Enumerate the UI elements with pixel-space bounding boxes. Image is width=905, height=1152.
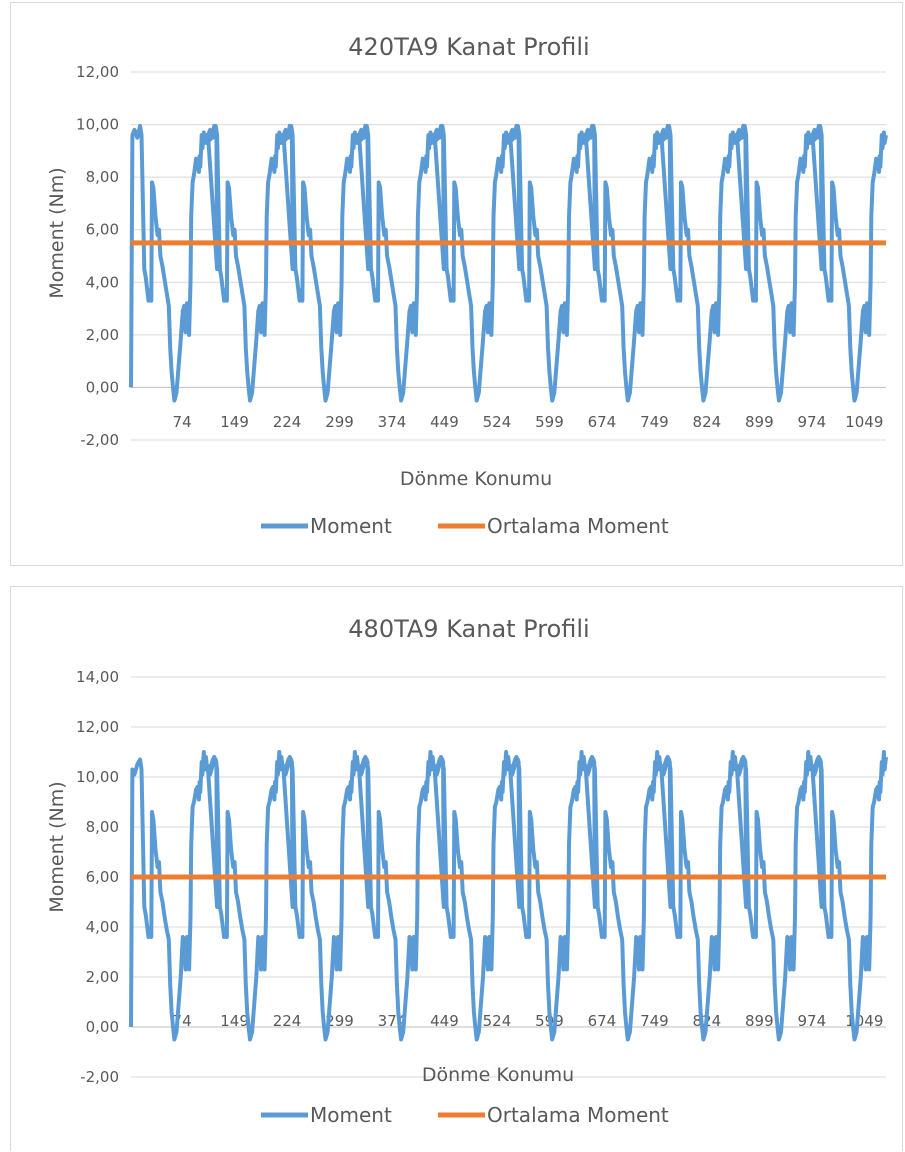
x-tick-label: 299 [325, 413, 354, 431]
x-tick-label: 974 [798, 1012, 827, 1030]
x-tick-label: 599 [535, 413, 564, 431]
y-tick-label: 8,00 [86, 818, 119, 836]
x-tick-label: 1049 [845, 413, 883, 431]
x-tick-label: 449 [430, 413, 459, 431]
y-tick-label: 6,00 [86, 868, 119, 886]
x-tick-label: 749 [640, 413, 669, 431]
chart-480ta9: 480TA9 Kanat Profili -2,00 0,00 2,00 4,00 6,… [10, 586, 903, 1151]
y-tick-label: 0,00 [86, 1018, 119, 1036]
y-tick-label: -2,00 [80, 1068, 119, 1086]
x-tick-label: 149 [220, 1012, 249, 1030]
x-tick-label: 674 [588, 413, 617, 431]
x-tick-label: 974 [798, 413, 827, 431]
y-tick-labels: -2,00 0,00 2,00 4,00 6,00 8,00 10,00 12,00 [76, 63, 119, 449]
chart-title: 420TA9 Kanat Profili [348, 33, 589, 61]
y-tick-label: 0,00 [86, 378, 119, 396]
legend-label-ortalama: Ortalama Moment [487, 1103, 669, 1127]
legend-label-ortalama: Ortalama Moment [487, 514, 669, 538]
y-tick-label: 12,00 [76, 718, 119, 736]
grid-lines [131, 71, 886, 441]
legend: Moment Ortalama Moment [261, 514, 669, 538]
x-tick-label: 899 [745, 1012, 774, 1030]
x-tick-label: 224 [273, 1012, 302, 1030]
x-axis-label: Dönme Konumu [422, 1064, 574, 1086]
legend-label-moment: Moment [310, 1103, 392, 1127]
chart-420ta9-svg: 420TA9 Kanat Profili -2,00 0,00 2,00 4,00 6,… [46, 33, 888, 538]
chart-480ta9-svg: 480TA9 Kanat Profili -2,00 0,00 2,00 4,00 6,… [46, 615, 888, 1127]
y-tick-label: 10,00 [76, 116, 119, 134]
x-tick-label: 899 [745, 413, 774, 431]
y-tick-label: 10,00 [76, 768, 119, 786]
y-axis-label: Moment (Nm) [46, 167, 68, 298]
x-tick-label: 524 [483, 1012, 512, 1030]
y-tick-label: 6,00 [86, 221, 119, 239]
y-tick-label: 12,00 [76, 63, 119, 81]
series-moment-line [129, 123, 888, 403]
series-moment-line [129, 750, 888, 1042]
y-axis-label: Moment (Nm) [46, 781, 68, 912]
x-tick-label: 524 [483, 413, 512, 431]
x-tick-labels: 74 149 224 299 374 449 524 599 674 749 824 899 974 10… [173, 1012, 884, 1030]
legend-label-moment: Moment [310, 514, 392, 538]
x-tick-label: 224 [273, 413, 302, 431]
series-group [129, 750, 888, 1042]
x-tick-label: 74 [173, 413, 192, 431]
x-tick-label: 449 [430, 1012, 459, 1030]
y-tick-label: 2,00 [86, 968, 119, 986]
x-tick-label: 674 [588, 1012, 617, 1030]
y-tick-label: 8,00 [86, 168, 119, 186]
x-tick-label: 374 [378, 413, 407, 431]
x-axis-label: Dönme Konumu [400, 468, 552, 490]
y-tick-label: -2,00 [80, 431, 119, 449]
legend: Moment Ortalama Moment [261, 1103, 669, 1127]
y-tick-labels: -2,00 0,00 2,00 4,00 6,00 8,00 10,00 12,00 14,00 [76, 668, 119, 1086]
y-tick-label: 4,00 [86, 918, 119, 936]
series-group [129, 123, 888, 403]
y-tick-label: 4,00 [86, 273, 119, 291]
x-tick-label: 824 [693, 413, 722, 431]
x-tick-label: 299 [325, 1012, 354, 1030]
x-tick-label: 749 [640, 1012, 669, 1030]
x-tick-labels: 74 149 224 299 374 449 524 599 674 749 824 899 974 10… [173, 413, 884, 431]
y-tick-label: 14,00 [76, 668, 119, 686]
x-tick-label: 149 [220, 413, 249, 431]
chart-title: 480TA9 Kanat Profili [348, 615, 589, 643]
chart-420ta9: 420TA9 Kanat Profili -2,00 0,00 2,00 4,00 6,… [10, 2, 903, 566]
y-tick-label: 2,00 [86, 326, 119, 344]
